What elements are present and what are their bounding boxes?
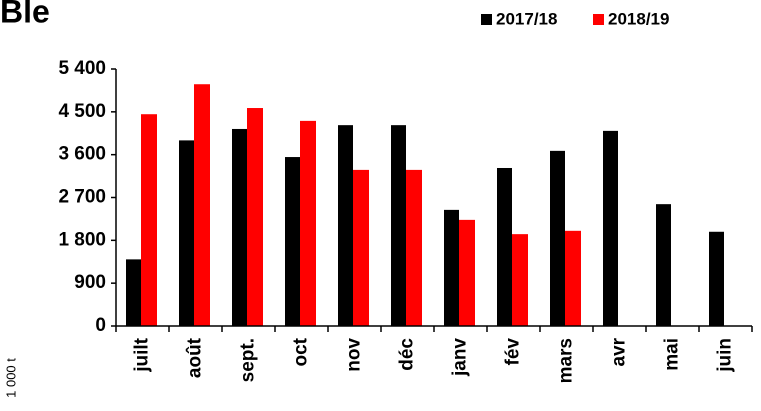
bar	[459, 219, 475, 326]
x-tick-label: juin	[715, 338, 736, 373]
bar	[126, 259, 141, 326]
bar	[709, 231, 724, 326]
x-tick-label: mai	[662, 338, 683, 371]
bar	[391, 125, 406, 326]
bar	[232, 128, 247, 326]
y-axis-label: 1 000 t	[3, 358, 18, 398]
bar	[338, 125, 353, 326]
x-tick-label: juilt	[132, 337, 153, 372]
bar	[444, 209, 459, 326]
chart-title: Ble	[0, 0, 50, 29]
y-tick-label: 1 800	[58, 229, 106, 250]
x-tick-label: août	[185, 337, 206, 378]
bar	[285, 157, 300, 326]
x-tick-label: mars	[556, 338, 577, 383]
bar	[179, 140, 194, 326]
bar	[512, 234, 528, 326]
bar	[497, 167, 512, 326]
legend-swatch	[593, 14, 604, 25]
bar	[300, 120, 316, 327]
bar	[603, 130, 618, 326]
bar	[194, 84, 210, 326]
legend-swatch	[481, 14, 492, 25]
x-tick-label: fév	[503, 338, 524, 366]
x-tick-label: nov	[344, 338, 365, 372]
bar	[406, 169, 422, 326]
y-tick-label: 3 600	[58, 144, 106, 165]
bar	[353, 169, 369, 326]
y-tick-label: 0	[95, 315, 106, 336]
y-tick-label: 4 500	[58, 101, 106, 122]
x-tick-label: déc	[397, 338, 418, 371]
legend-label: 2017/18	[496, 9, 557, 28]
y-tick-label: 5 400	[58, 58, 106, 79]
bar	[247, 108, 263, 326]
x-tick-label: sept.	[238, 338, 259, 382]
bar	[656, 204, 671, 326]
x-tick-label: avr	[609, 337, 630, 366]
y-tick-label: 900	[74, 272, 106, 293]
y-tick-label: 2 700	[58, 187, 106, 208]
x-tick-label: janv	[450, 338, 471, 377]
legend-label: 2018/19	[608, 9, 669, 28]
bar	[141, 114, 157, 327]
bar	[550, 150, 565, 326]
x-tick-label: oct	[291, 337, 312, 366]
bar	[565, 230, 581, 326]
